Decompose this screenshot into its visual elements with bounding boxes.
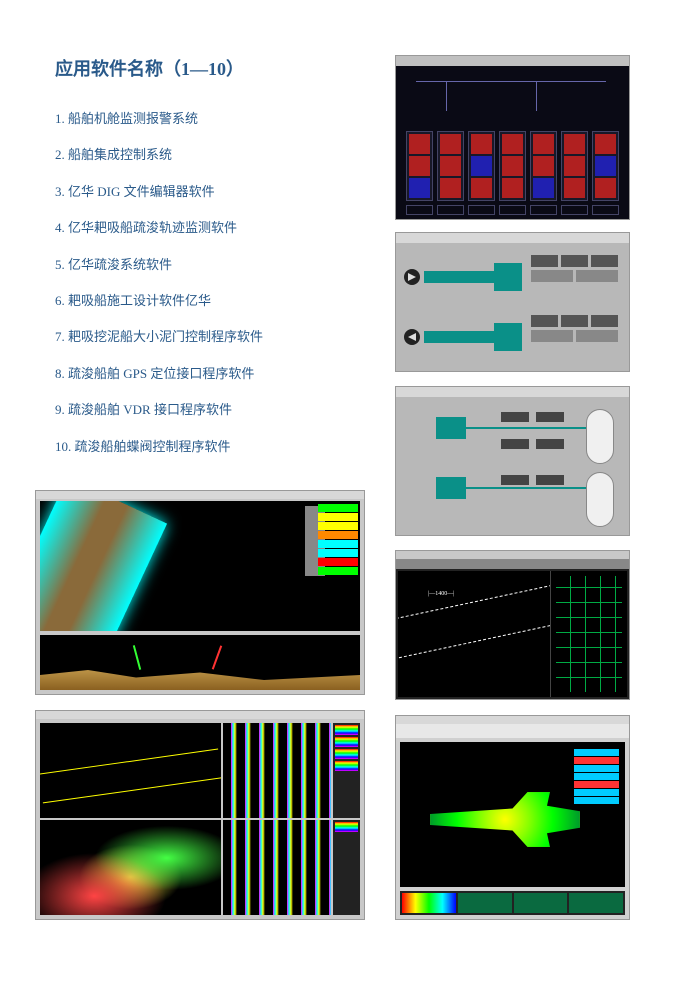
screenshot-multiview-analysis (35, 710, 365, 920)
screenshot-alarm-panel (395, 55, 630, 220)
screenshot-dredge-3d (35, 490, 365, 695)
screenshot-track-plan: |—1400—| (395, 550, 630, 700)
screenshot-valve-schematic (395, 386, 630, 536)
screenshot-survey-heatmap (395, 715, 630, 920)
screenshot-hmi-cylinders (395, 232, 630, 372)
document-page: 应用软件名称（1—10） 1. 船舶机舱监测报警系统 2. 船舶集成控制系统 3… (0, 0, 700, 495)
